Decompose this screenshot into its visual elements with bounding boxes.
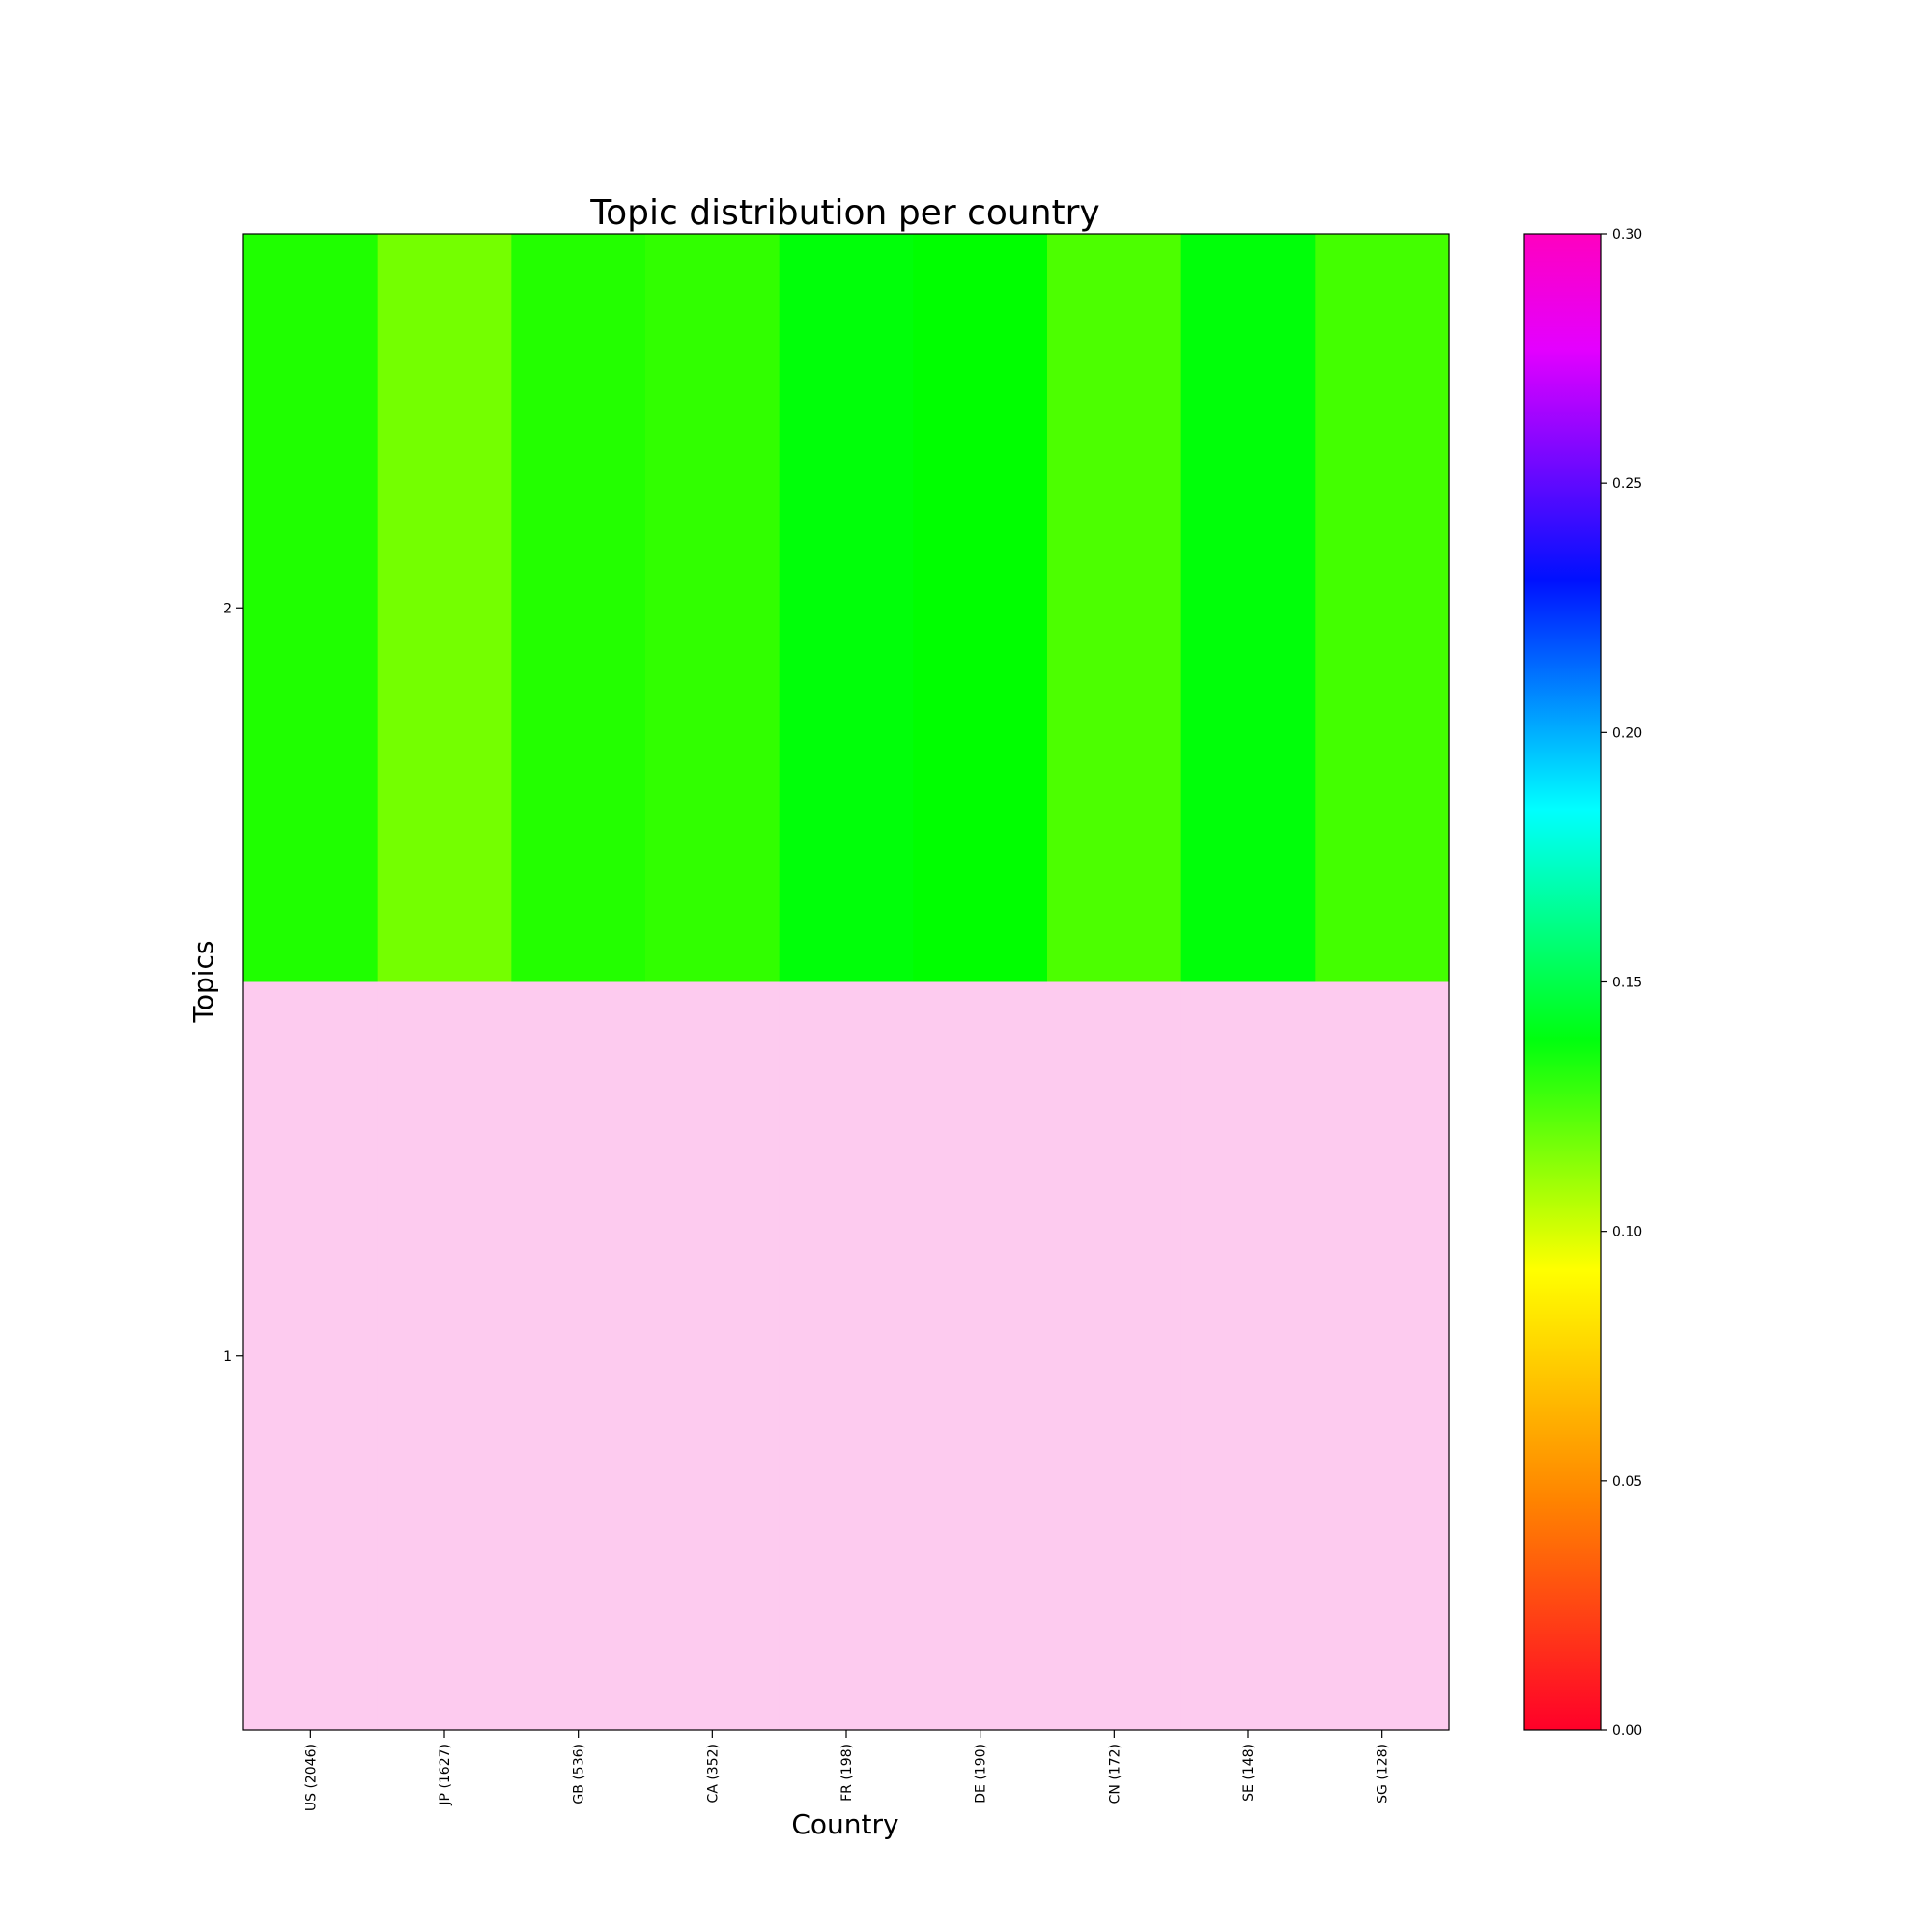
x-tick-label: SE (148) [1241,1744,1257,1802]
heatmap-cell-topic-1-se-148 [1180,981,1316,1731]
y-tick-label: 2 [223,601,232,616]
heatmap-cell-topic-2-us-2046 [243,234,379,983]
heatmap-cell-topic-1-de-190 [913,981,1048,1731]
x-tick-label: FR (198) [839,1744,855,1802]
y-tick-label: 1 [223,1350,232,1365]
x-tick-label: CA (352) [705,1744,721,1803]
chart-title: Topic distribution per country [589,193,1100,233]
heatmap-cell-topic-1-ca-352 [645,981,781,1731]
colorbar-tick-label: 0.00 [1612,1723,1642,1739]
x-tick-label: US (2046) [303,1744,319,1811]
heatmap-cell-topic-2-cn-172 [1047,234,1182,983]
colorbar-tick-label: 0.20 [1612,725,1642,741]
heatmap-cell-topic-2-fr-198 [779,234,914,983]
x-tick-label: GB (536) [572,1744,587,1804]
x-tick-label: CN (172) [1107,1744,1122,1804]
y-axis: 21 [223,601,243,1365]
heatmap-cell-topic-2-ca-352 [645,234,781,983]
y-axis-label: Topics [187,940,219,1023]
colorbar-tick-label: 0.25 [1612,476,1642,492]
colorbar-gradient [1524,234,1601,1730]
heatmap-cell-topic-2-jp-1627 [377,234,512,983]
heatmap-cell-topic-2-sg-128 [1315,234,1450,983]
x-tick-label: JP (1627) [438,1744,453,1806]
x-axis-label: Country [791,1808,898,1840]
heatmap-cell-topic-2-se-148 [1180,234,1316,983]
heatmap-cell-topic-1-jp-1627 [377,981,512,1731]
heatmap-cell-topic-1-fr-198 [779,981,914,1731]
colorbar-tick-label: 0.10 [1612,1225,1642,1240]
heatmap-cell-topic-1-us-2046 [243,981,379,1731]
colorbar-tick-label: 0.05 [1612,1474,1642,1490]
heatmap-cell-topic-1-gb-536 [511,981,646,1731]
heatmap [243,234,1450,1731]
x-tick-label: SG (128) [1376,1744,1391,1804]
colorbar-tick-label: 0.15 [1612,976,1642,991]
heatmap-cell-topic-1-sg-128 [1315,981,1450,1731]
heatmap-cell-topic-2-gb-536 [511,234,646,983]
x-axis: US (2046) JP (1627) GB (536) CA (352) FR (19… [303,1730,1391,1811]
heatmap-cell-topic-1-cn-172 [1047,981,1182,1731]
colorbar: 0.00 0.05 0.10 0.15 0.20 0.25 0.30 [1523,227,1642,1739]
heatmap-cell-topic-2-de-190 [913,234,1048,983]
colorbar-ticks: 0.00 0.05 0.10 0.15 0.20 0.25 0.30 [1601,227,1642,1739]
colorbar-tick-label: 0.30 [1612,227,1642,242]
x-tick-label: DE (190) [974,1744,989,1804]
